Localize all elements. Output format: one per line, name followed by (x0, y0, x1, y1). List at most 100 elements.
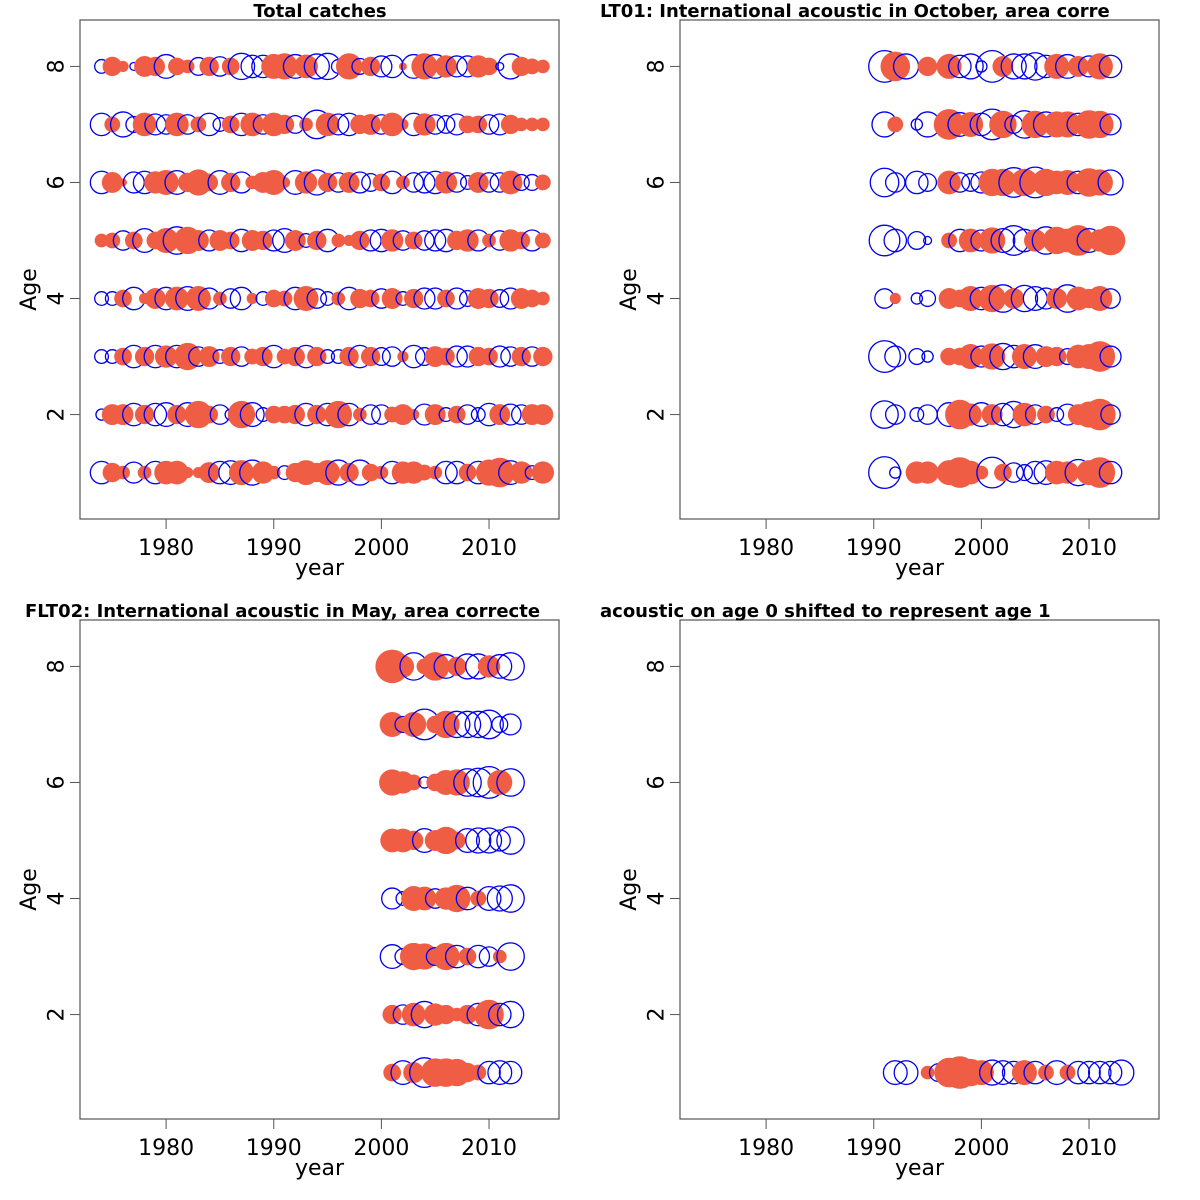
positive-residual-bubble (411, 943, 438, 970)
positive-residual-bubble (447, 405, 466, 424)
positive-residual-bubble (102, 56, 122, 77)
x-tick-label: 1990 (846, 1136, 902, 1161)
positive-residual-bubble (404, 231, 423, 250)
positive-residual-bubble (94, 233, 109, 248)
negative-residual-bubble (990, 227, 1016, 253)
positive-residual-bubble (480, 57, 498, 76)
positive-residual-bubble (979, 227, 1006, 254)
positive-residual-bubble (274, 114, 295, 135)
negative-residual-bubble (1108, 1059, 1135, 1086)
negative-residual-bubble (884, 172, 906, 193)
positive-residual-bubble (382, 1004, 402, 1025)
negative-residual-bubble (499, 713, 522, 736)
negative-residual-bubble (1100, 288, 1121, 309)
positive-residual-bubble (1010, 168, 1039, 197)
positive-residual-bubble (404, 830, 424, 851)
y-tick-label: 2 (645, 1008, 670, 1022)
positive-residual-bubble (978, 284, 1006, 313)
negative-residual-bubble (948, 54, 972, 79)
negative-residual-bubble (496, 884, 525, 913)
negative-residual-bubble (466, 944, 491, 969)
negative-residual-bubble (496, 942, 525, 971)
positive-residual-bubble (339, 462, 359, 483)
positive-residual-bubble (401, 711, 427, 737)
negative-residual-bubble (882, 1060, 908, 1086)
negative-residual-bubble (1098, 460, 1123, 485)
positive-residual-bubble (165, 286, 189, 311)
y-tick-label: 4 (45, 292, 70, 306)
positive-residual-bubble (221, 57, 240, 76)
y-tick-label: 8 (645, 659, 670, 673)
x-tick-label: 1980 (738, 1136, 794, 1161)
negative-residual-bubble (465, 827, 492, 854)
positive-residual-bubble (379, 711, 405, 737)
negative-residual-bubble (445, 345, 468, 368)
positive-residual-bubble (1024, 229, 1047, 252)
y-tick-label: 2 (45, 1008, 70, 1022)
negative-residual-bubble (370, 55, 393, 78)
x-tick-label: 2000 (353, 1136, 409, 1161)
negative-residual-bubble (488, 829, 511, 852)
positive-residual-bubble (380, 112, 405, 137)
positive-residual-bubble (937, 170, 961, 195)
negative-residual-bubble (910, 118, 924, 131)
positive-residual-bubble (266, 465, 281, 480)
positive-residual-bubble (331, 233, 346, 248)
negative-residual-bubble (414, 230, 435, 251)
positive-residual-bubble (335, 53, 363, 80)
y-axis-label: Age (17, 868, 42, 911)
x-tick-label: 1980 (738, 536, 794, 561)
positive-residual-bubble (380, 229, 404, 252)
x-tick-label: 1980 (138, 1136, 194, 1161)
negative-residual-bubble (922, 235, 933, 246)
negative-residual-bubble (893, 1060, 919, 1086)
x-tick-label: 2010 (1061, 1136, 1117, 1161)
positive-residual-bubble (917, 56, 938, 77)
positive-residual-bubble (880, 51, 911, 82)
positive-residual-bubble (299, 117, 313, 132)
positive-residual-bubble (104, 232, 121, 249)
positive-residual-bubble (173, 342, 202, 371)
positive-residual-bubble (294, 171, 318, 194)
negative-residual-bubble (445, 287, 468, 310)
positive-residual-bubble (145, 56, 166, 77)
positive-residual-bubble (536, 291, 550, 306)
negative-residual-bubble (910, 292, 924, 305)
negative-residual-bubble (512, 173, 530, 192)
positive-residual-bubble (104, 116, 121, 133)
positive-residual-bubble (391, 655, 415, 678)
negative-residual-bubble (1099, 345, 1122, 368)
x-tick-label: 2010 (1061, 536, 1117, 561)
negative-residual-bubble (498, 1060, 523, 1085)
x-axis-label: year (895, 1156, 945, 1181)
plot-frame (79, 19, 560, 520)
panel-title: FLT02: International acoustic in May, ar… (25, 601, 540, 622)
negative-residual-bubble (239, 402, 265, 428)
negative-residual-bubble (436, 114, 456, 134)
negative-residual-bubble (487, 653, 513, 679)
negative-residual-bubble (478, 114, 500, 135)
negative-residual-bubble (197, 112, 221, 137)
negative-residual-bubble (227, 52, 256, 81)
x-tick-label: 1980 (138, 536, 194, 561)
panel-title: LT01: International acoustic in October,… (600, 1, 1110, 22)
negative-residual-bubble (868, 456, 901, 490)
negative-residual-bubble (348, 171, 371, 194)
positive-residual-bubble (271, 53, 298, 80)
positive-residual-bubble (992, 55, 1014, 77)
positive-residual-bubble (198, 346, 220, 367)
positive-residual-bubble (498, 170, 523, 195)
positive-residual-bubble (396, 175, 410, 190)
negative-residual-bubble (868, 224, 901, 257)
positive-residual-bubble (101, 172, 123, 193)
positive-residual-bubble (534, 232, 551, 249)
x-axis-label: year (895, 556, 945, 581)
positive-residual-bubble (1046, 288, 1068, 309)
y-tick-label: 8 (645, 59, 670, 73)
positive-residual-bubble (124, 231, 143, 250)
negative-residual-bubble (496, 1000, 525, 1029)
positive-residual-bubble (916, 461, 939, 484)
negative-residual-bubble (474, 709, 504, 740)
negative-residual-bubble (486, 885, 513, 912)
y-tick-label: 2 (45, 408, 70, 422)
